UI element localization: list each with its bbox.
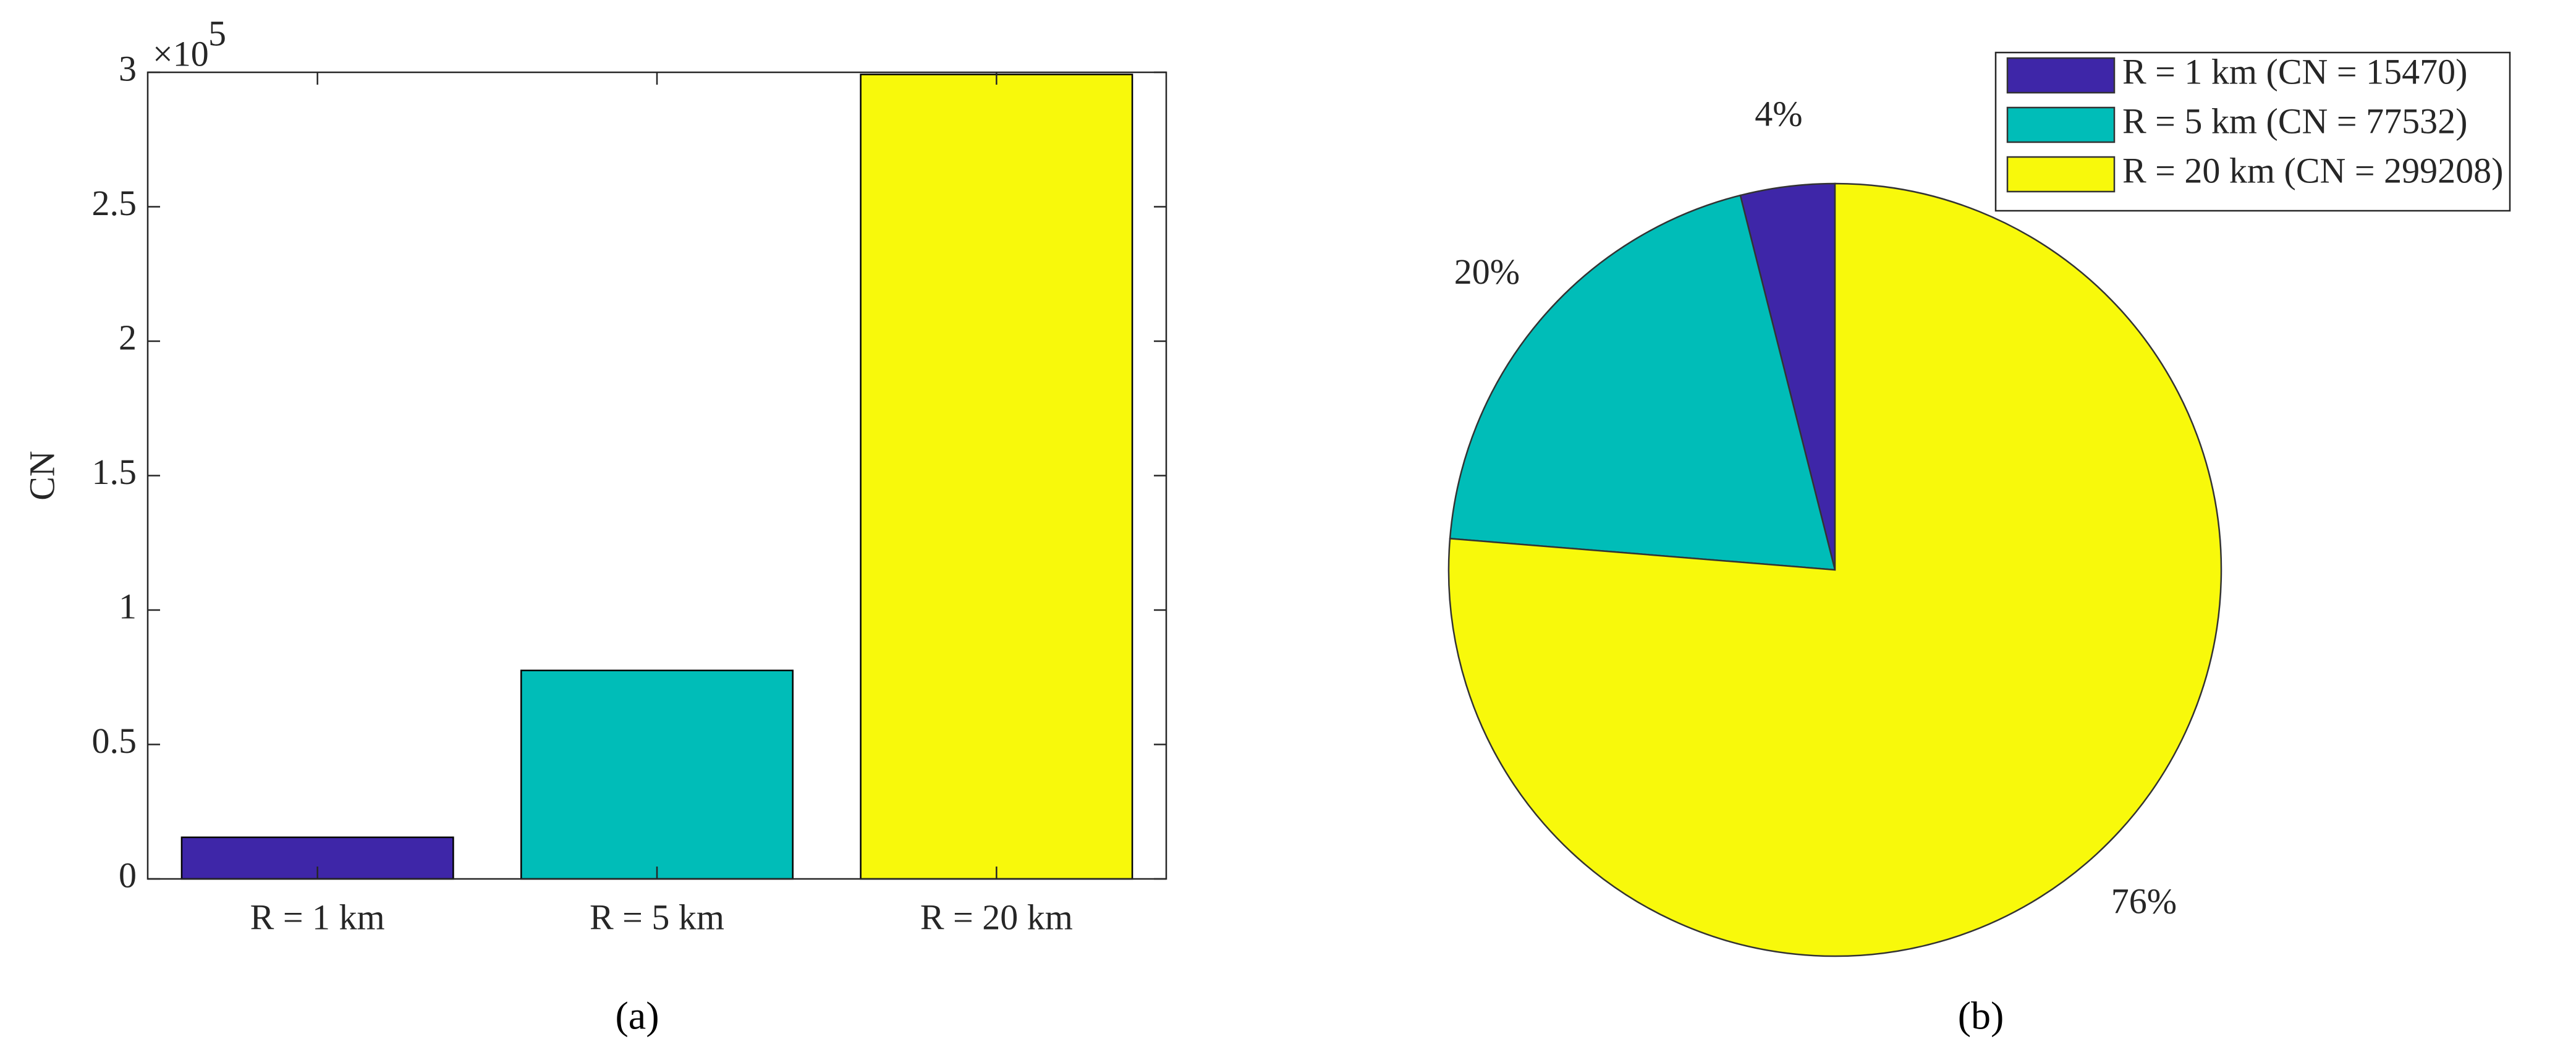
y-exponent: 5 [208, 13, 226, 53]
legend-label: R = 5 km (CN = 77532) [2122, 101, 2467, 141]
bar [860, 74, 1133, 880]
y-tick-label: 2 [119, 317, 137, 357]
pie-label: 4% [1755, 93, 1802, 134]
x-tick-label: R = 5 km [590, 897, 724, 937]
pie-slice [1447, 182, 2222, 957]
y-tick-label: 0.5 [92, 721, 137, 761]
y-tick-label: 3 [119, 48, 137, 88]
y-exponent-base: ×10 [153, 33, 209, 74]
legend-swatch [2006, 57, 2116, 94]
y-tick-label: 2.5 [92, 183, 137, 223]
y-tick-label: 1.5 [92, 452, 137, 492]
pie-slice [1449, 194, 1836, 571]
pie-label: 20% [1454, 252, 1520, 292]
axes-box [146, 71, 1167, 880]
legend-label: R = 1 km (CN = 15470) [2122, 51, 2467, 91]
y-axis-label: CN [22, 451, 62, 501]
x-tick-label: R = 20 km [920, 897, 1073, 937]
y-tick-label: 1 [119, 586, 137, 626]
bar [520, 669, 794, 880]
legend-swatch [2006, 156, 2116, 193]
legend-swatch [2006, 106, 2116, 143]
legend-label: R = 20 km (CN = 299208) [2122, 150, 2503, 190]
x-tick-label: R = 1 km [250, 897, 385, 937]
caption: (b) [1958, 994, 2004, 1038]
y-tick-label: 0 [119, 855, 137, 895]
caption: (a) [615, 994, 659, 1038]
pie-label: 76% [2111, 881, 2177, 922]
